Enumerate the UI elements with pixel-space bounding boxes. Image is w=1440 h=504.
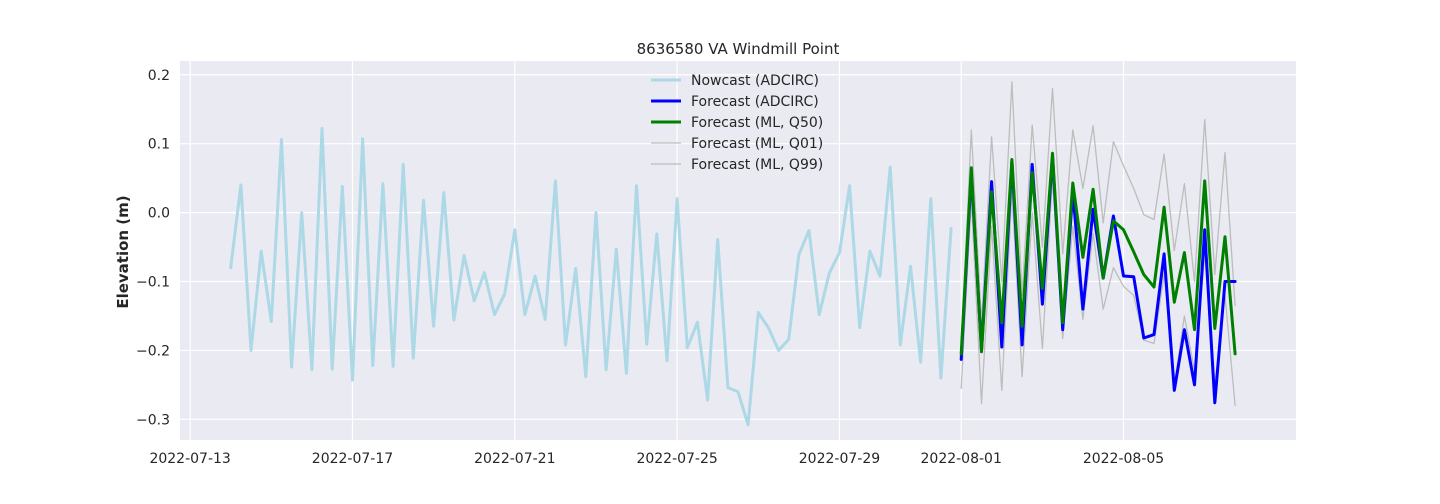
x-tick-label: 2022-08-01 [921,451,1002,467]
plot-background [180,61,1296,440]
y-tick-label: −0.2 [136,343,170,359]
y-axis-label: Elevation (m) [114,195,132,308]
x-tick-label: 2022-07-21 [474,451,555,467]
x-tick-labels: 2022-07-13 2022-07-17 2022-07-21 2022-07-25… [149,451,1164,467]
legend-label: Nowcast (ADCIRC) [691,73,819,89]
series-line-3 [960,177,1236,407]
series-line-0 [229,127,953,427]
series-line-4 [960,81,1236,352]
y-tick-label: −0.1 [136,275,170,291]
y-tick-label: 0.2 [148,68,170,84]
y-tick-labels: 0.2 0.1 0.0 −0.1 −0.2 −0.3 [136,68,170,429]
series-layer [229,81,1237,427]
legend-label: Forecast (ML, Q50) [691,115,823,131]
y-tick-label: −0.3 [136,412,170,428]
x-tick-label: 2022-08-05 [1083,451,1164,467]
legend: Nowcast (ADCIRC) Forecast (ADCIRC) Forecas… [651,73,823,173]
x-tick-label: 2022-07-29 [799,451,880,467]
x-tick-label: 2022-07-25 [636,451,717,467]
legend-label: Forecast (ADCIRC) [691,94,819,110]
y-tick-label: 0.0 [148,206,170,222]
y-tick-label: 0.1 [148,137,170,153]
series-line-2 [959,151,1237,356]
legend-label: Forecast (ML, Q01) [691,136,823,152]
chart-title: 8636580 VA Windmill Point [637,40,840,58]
x-tick-label: 2022-07-13 [149,451,230,467]
legend-label: Forecast (ML, Q99) [691,157,823,173]
x-tick-label: 2022-07-17 [312,451,393,467]
